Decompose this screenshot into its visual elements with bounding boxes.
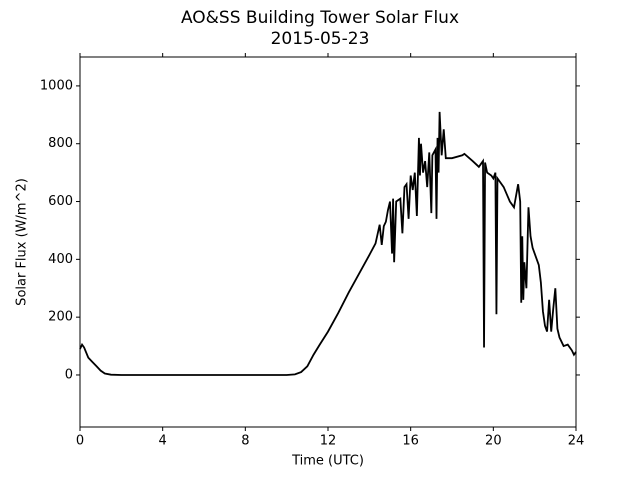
x-tick-label: 8 [241, 434, 249, 449]
y-tick-label: 600 [48, 194, 73, 209]
plot-frame [79, 56, 577, 428]
x-tick-label: 12 [320, 434, 337, 449]
y-tick-label: 0 [65, 367, 73, 382]
y-tick-label: 800 [48, 136, 73, 151]
x-tick-label: 20 [485, 434, 502, 449]
x-tick-label: 0 [76, 434, 84, 449]
y-tick-label: 200 [48, 310, 73, 325]
x-tick-label: 24 [568, 434, 585, 449]
x-axis-label: Time (UTC) [291, 454, 364, 469]
x-tick-label: 16 [402, 434, 419, 449]
x-tick-label: 4 [159, 434, 167, 449]
y-tick-label: 400 [48, 252, 73, 267]
data-line [79, 111, 577, 376]
y-tick-label: 1000 [40, 78, 73, 93]
chart-title: AO&SS Building Tower Solar Flux [181, 8, 459, 28]
chart-subtitle: 2015-05-23 [271, 29, 370, 49]
y-axis-label: Solar Flux (W/m^2) [15, 178, 30, 306]
